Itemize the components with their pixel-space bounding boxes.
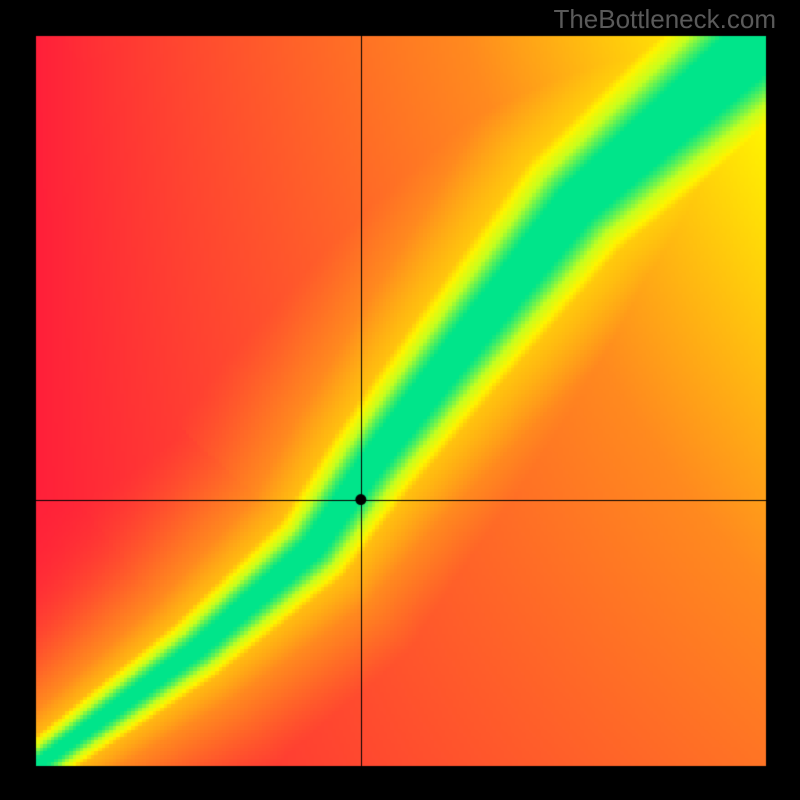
chart-container: TheBottleneck.com xyxy=(0,0,800,800)
bottleneck-heatmap-canvas xyxy=(0,0,800,800)
watermark-text: TheBottleneck.com xyxy=(553,4,776,35)
